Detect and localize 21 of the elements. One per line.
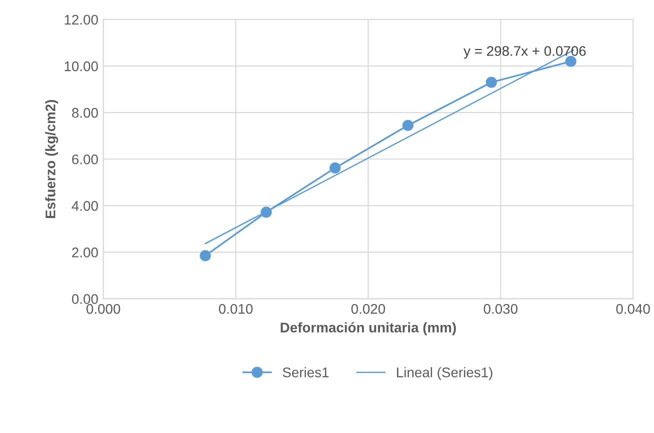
point: [402, 120, 414, 131]
x-tick-label: 0.000: [86, 304, 120, 314]
x-tick-label: 0.040: [616, 304, 650, 314]
y-tick-label: 4.00: [72, 201, 98, 211]
point: [486, 76, 497, 88]
point: [330, 162, 341, 174]
y-tick-label: 8.00: [72, 108, 98, 118]
y-tick-label: 0.00: [72, 294, 98, 304]
y-axis-title: Esfuerzo (kg/cm2): [45, 100, 58, 218]
point: [200, 250, 211, 262]
y-tick-label: 6.00: [72, 154, 98, 164]
x-tick-label: 0.010: [218, 304, 253, 314]
legend-label: Lineal (Series1): [397, 367, 492, 380]
legend-label: Series1: [282, 367, 329, 378]
x-axis-title: Deformación unitaria (mm): [280, 322, 456, 336]
x-tick-label: 0.030: [484, 304, 518, 314]
y-tick-label: 10.00: [64, 61, 98, 72]
y-tick-label: 2.00: [72, 248, 98, 258]
y-tick-label: 12.00: [64, 14, 98, 25]
x-tick-label: 0.020: [351, 304, 386, 314]
point: [565, 56, 576, 67]
